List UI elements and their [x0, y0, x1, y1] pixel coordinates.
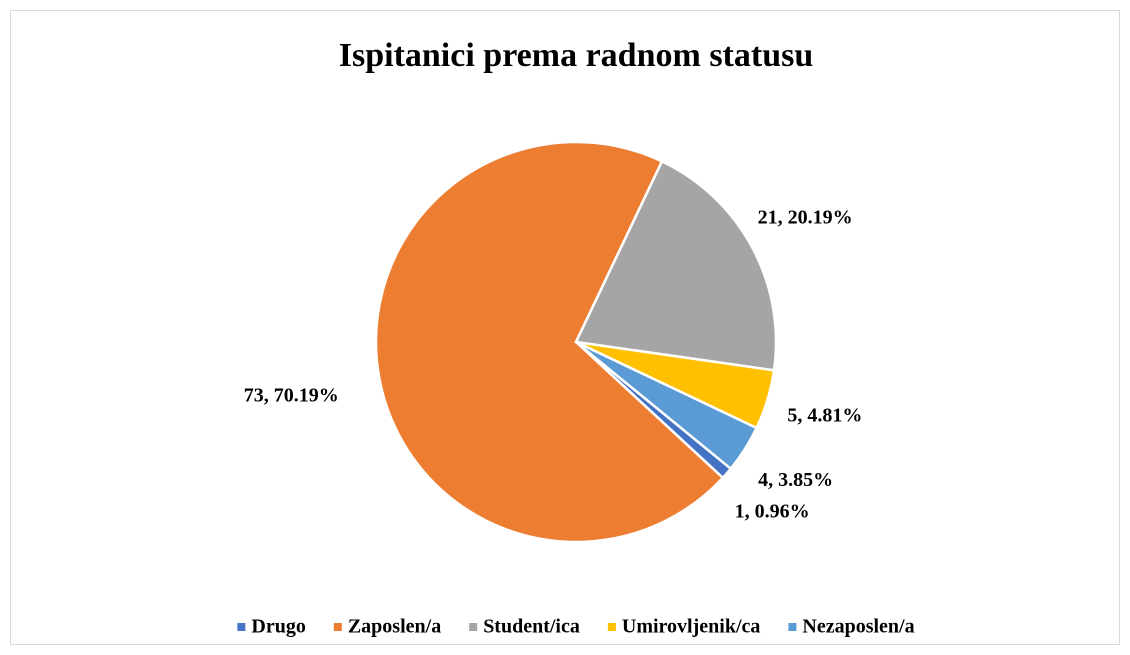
legend-label: Zaposlen/a: [348, 616, 441, 638]
legend-marker: [788, 623, 797, 631]
data-label: 73, 70.19%: [244, 384, 339, 406]
pie-slice: [574, 159, 778, 372]
legend-label: Drugo: [251, 616, 305, 638]
chart-title: Ispitanici prema radnom statusu: [339, 37, 814, 74]
data-label: 21, 20.19%: [758, 207, 853, 229]
legend-label: Nezaposlen/a: [802, 616, 914, 638]
legend-marker: [333, 623, 342, 631]
data-label: 5, 4.81%: [787, 405, 862, 427]
legend-label: Student/ica: [483, 616, 580, 638]
legend-marker: [237, 623, 246, 631]
data-label: 1, 0.96%: [735, 500, 810, 522]
data-label: 4, 3.85%: [758, 469, 833, 491]
pie-slice: [575, 340, 759, 471]
legend-marker: [469, 623, 478, 631]
legend-marker: [607, 623, 616, 631]
pie-slice: [374, 140, 725, 544]
legend-label: Umirovljenik/ca: [622, 616, 761, 638]
